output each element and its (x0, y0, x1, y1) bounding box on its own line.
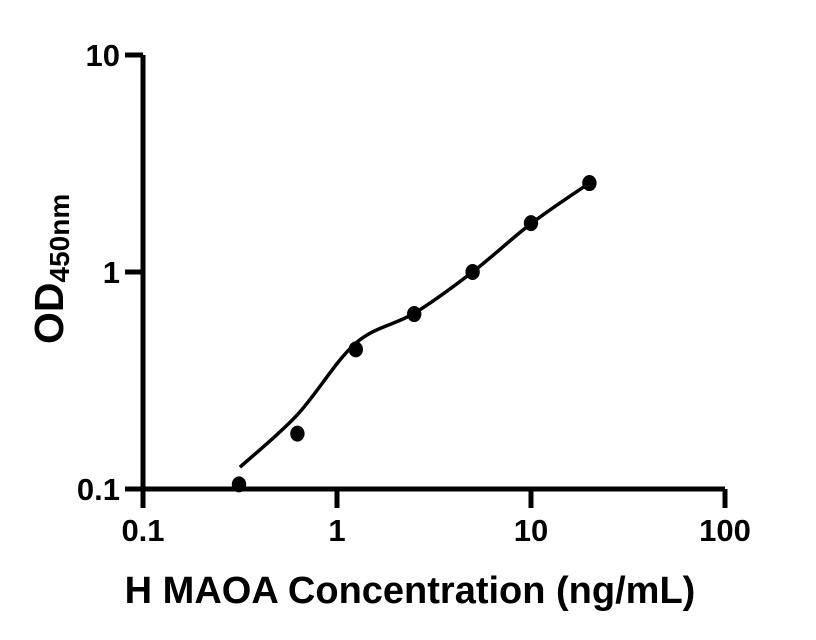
y-tick-label: 0.1 (77, 472, 120, 507)
data-point (582, 175, 597, 192)
x-axis-title: H MAOA Concentration (ng/mL) (125, 570, 696, 612)
axis-spines (140, 55, 725, 492)
y-axis-title-main: OD (26, 283, 72, 345)
x-tick-label: 100 (699, 513, 751, 548)
y-axis-title: OD450nm (26, 194, 75, 344)
data-point (231, 476, 247, 493)
data-point (348, 341, 364, 358)
x-tick-label: 0.1 (121, 513, 164, 548)
x-tick-label: 1 (328, 513, 345, 548)
data-point (290, 425, 305, 442)
plot-layer (231, 175, 597, 493)
data-point (407, 306, 422, 323)
data-point (465, 264, 480, 280)
data-point (523, 215, 539, 232)
axes-layer: 10 1 0.10.1 1 10 100 (77, 38, 751, 548)
y-tick-label: 10 (86, 38, 120, 73)
y-axis-title-subscript: 450nm (44, 194, 75, 283)
y-tick-label: 1 (103, 255, 120, 290)
x-tick-label: 10 (514, 513, 548, 548)
